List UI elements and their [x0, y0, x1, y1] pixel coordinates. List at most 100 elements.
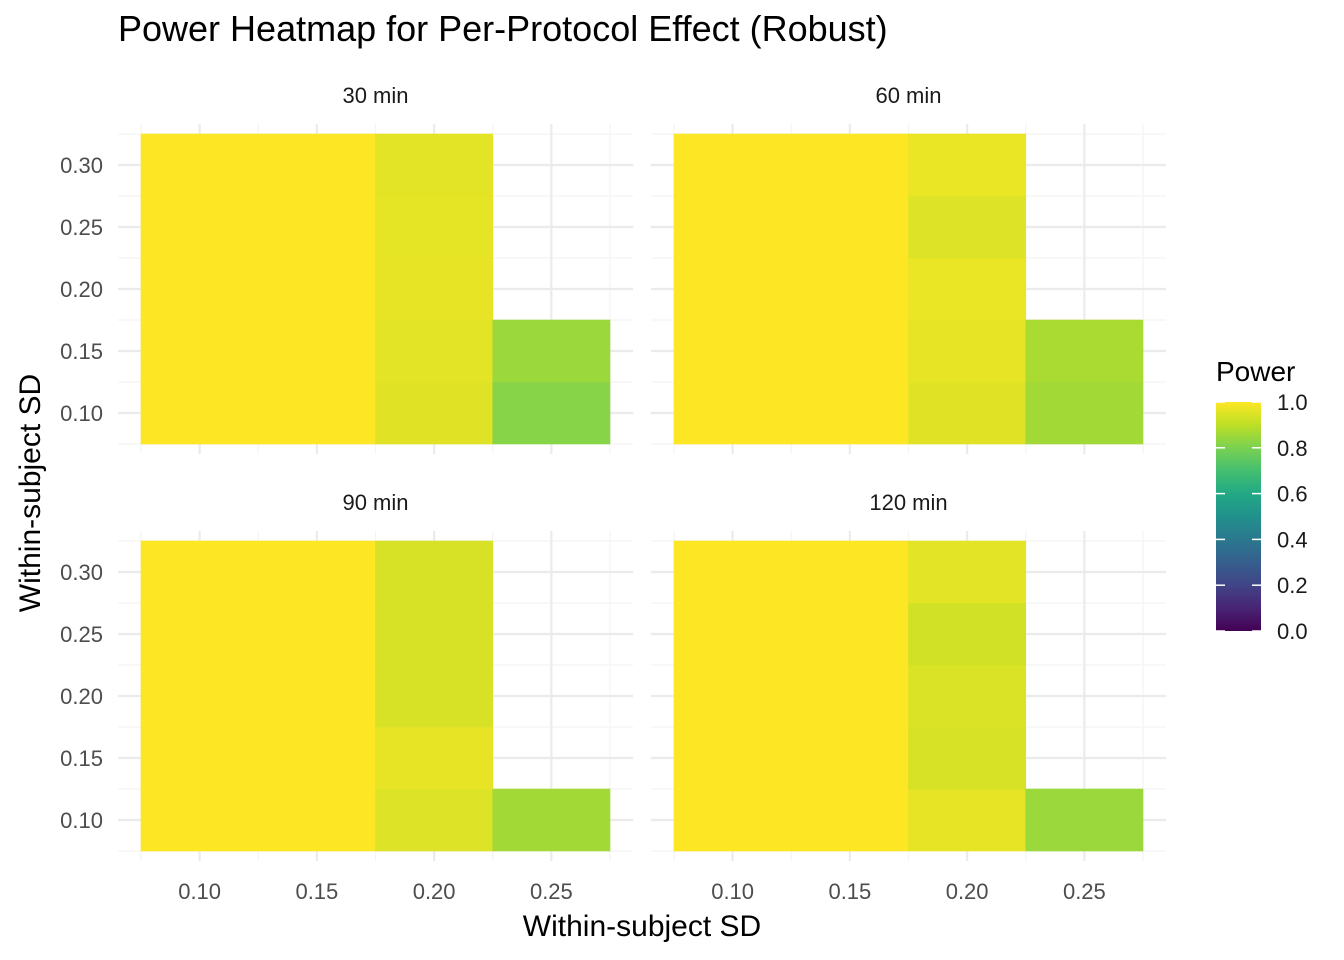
x-tick-label: 0.10 [711, 879, 754, 904]
facet-panel-4: 120 min 0.10 0.15 0.20 0.25 [651, 490, 1166, 904]
heatmap-cell [673, 602, 792, 666]
heatmap-cell [908, 664, 1027, 728]
legend-tick-label: 0.2 [1277, 573, 1308, 598]
y-tick-label: 0.10 [60, 808, 103, 833]
heatmap-cell [790, 726, 909, 790]
heatmap-cell [1025, 788, 1144, 852]
y-tick-label: 0.30 [60, 153, 103, 178]
legend-title: Power [1216, 356, 1295, 387]
y-tick-label: 0.25 [60, 622, 103, 647]
heatmap-cell [257, 133, 376, 197]
heatmap-cell [790, 664, 909, 728]
heatmap-cell [140, 602, 259, 666]
heatmap-cell [375, 133, 494, 197]
heatmap-cell [790, 133, 909, 197]
y-tick-label: 0.30 [60, 560, 103, 585]
heatmap-cell [140, 381, 259, 445]
legend-tick-label: 0.6 [1277, 482, 1308, 507]
legend-tick-label: 0.4 [1277, 527, 1308, 552]
heatmap-cell [140, 195, 259, 259]
heatmap-cell [375, 726, 494, 790]
heatmap-cell [790, 257, 909, 321]
heatmap-cell [790, 540, 909, 604]
heatmap-cell [140, 726, 259, 790]
heatmap-cell [790, 319, 909, 383]
heatmap-cell [492, 381, 611, 445]
heatmap-cell [375, 319, 494, 383]
heatmap-cell [257, 726, 376, 790]
heatmap-cell [790, 602, 909, 666]
heatmap-cell [908, 195, 1027, 259]
x-tick-label: 0.15 [295, 879, 338, 904]
heatmap-cell [908, 319, 1027, 383]
y-tick-label: 0.10 [60, 401, 103, 426]
heatmap-cell [375, 381, 494, 445]
heatmap-cell [257, 664, 376, 728]
heatmap-cell [140, 540, 259, 604]
heatmap-cell [140, 788, 259, 852]
panels: 30 min 0.10 0.15 0.20 0.25 0.30 60 min 90 min 0.… [60, 83, 1166, 904]
facet-panel-2: 60 min [651, 83, 1166, 454]
x-tick-label: 0.20 [413, 879, 456, 904]
heatmap-cell [673, 726, 792, 790]
heatmap-cell [790, 195, 909, 259]
facet-label: 120 min [869, 490, 947, 515]
heatmap-cell [375, 788, 494, 852]
heatmap-cell [375, 540, 494, 604]
heatmap-cell [790, 381, 909, 445]
facet-panel-1: 30 min 0.10 0.15 0.20 0.25 0.30 [60, 83, 633, 454]
legend-tick-label: 0.0 [1277, 619, 1308, 644]
heatmap-cell [140, 133, 259, 197]
heatmap-cell [673, 381, 792, 445]
heatmap-cell [673, 319, 792, 383]
heatmap-cell [908, 257, 1027, 321]
heatmap-cell [257, 788, 376, 852]
y-tick-label: 0.15 [60, 746, 103, 771]
heatmap-cell [257, 319, 376, 383]
heatmap-cell [492, 319, 611, 383]
heatmap-cell [257, 381, 376, 445]
heatmap-cell [908, 726, 1027, 790]
heatmap-cell [908, 788, 1027, 852]
heatmap-cell [375, 257, 494, 321]
heatmap-cell [257, 602, 376, 666]
heatmap-cell [790, 788, 909, 852]
y-tick-label: 0.20 [60, 277, 103, 302]
facet-panel-3: 90 min 0.10 0.15 0.20 0.25 0.30 0.10 0.15 0.20 0.… [60, 490, 633, 904]
facet-label: 60 min [875, 83, 941, 108]
heatmap-cell [673, 133, 792, 197]
legend-colorbar [1216, 402, 1261, 631]
legend-ticks: 0.0 0.2 0.4 0.6 0.8 1.0 [1216, 390, 1308, 644]
heatmap-cell [257, 195, 376, 259]
heatmap-cell [1025, 381, 1144, 445]
x-tick-label: 0.10 [178, 879, 221, 904]
heatmap-cell [375, 602, 494, 666]
heatmap-cell [140, 664, 259, 728]
y-axis-title: Within-subject SD [14, 374, 47, 612]
heatmap-cell [375, 664, 494, 728]
facet-label: 30 min [342, 83, 408, 108]
x-axis-title: Within-subject SD [523, 910, 761, 943]
legend-tick-label: 0.8 [1277, 436, 1308, 461]
facet-label: 90 min [342, 490, 408, 515]
heatmap-cell [908, 540, 1027, 604]
x-tick-label: 0.25 [530, 879, 573, 904]
heatmap-cell [673, 195, 792, 259]
legend-tick-label: 1.0 [1277, 390, 1308, 415]
heatmap-cell [908, 381, 1027, 445]
heatmap-cell [375, 195, 494, 259]
heatmap-cell [1025, 319, 1144, 383]
heatmap-cell [673, 257, 792, 321]
heatmap-cell [673, 788, 792, 852]
heatmap-cell [492, 788, 611, 852]
heatmap-cell [908, 133, 1027, 197]
heatmap-cell [908, 602, 1027, 666]
heatmap-cell [140, 257, 259, 321]
heatmap-cell [673, 664, 792, 728]
x-tick-label: 0.15 [828, 879, 871, 904]
heatmap-cell [257, 257, 376, 321]
heatmap-cell [673, 540, 792, 604]
x-tick-label: 0.25 [1063, 879, 1106, 904]
x-tick-label: 0.20 [946, 879, 989, 904]
